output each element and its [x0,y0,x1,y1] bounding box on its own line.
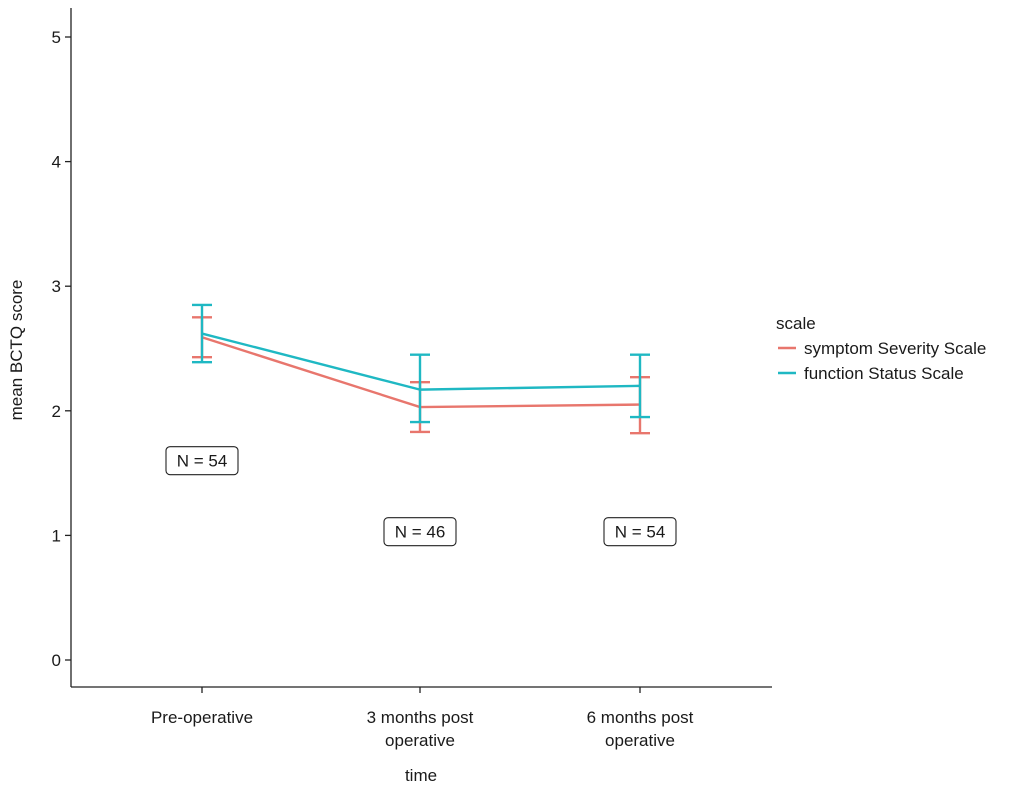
y-axis-title: mean BCTQ score [7,280,26,421]
n-annotation-box [603,517,677,547]
n-annotation-label: N = 46 [395,523,446,542]
x-tick-label: operative [385,731,455,750]
series-line [201,332,641,391]
n-annotation: N = 54 [603,517,677,547]
y-tick-label: 5 [52,28,61,47]
annotations: N = 54 N = 46 N = 54 [165,446,677,547]
x-tick-label: operative [605,731,675,750]
legend-title: scale [776,314,816,333]
n-annotation-box [383,517,457,547]
y-ticks: 0 1 2 3 4 5 [52,28,71,670]
axes [70,8,772,688]
series-function-status [192,303,650,424]
y-tick-label: 3 [52,277,61,296]
n-annotation: N = 46 [383,517,457,547]
x-axis-title: time [405,766,437,785]
y-tick-label: 2 [52,402,61,421]
legend-label: symptom Severity Scale [804,339,986,358]
n-annotation-label: N = 54 [615,523,666,542]
x-ticks: Pre-operative 3 months post operative 6 mon… [151,687,694,750]
x-tick-label: 6 months post [587,708,694,727]
n-annotation: N = 54 [165,446,239,476]
series-layer [192,303,650,435]
y-tick-label: 4 [52,153,61,172]
n-annotation-label: N = 54 [177,452,228,471]
x-tick-label: 3 months post [367,708,474,727]
x-tick-label: Pre-operative [151,708,253,727]
n-annotation-box [165,446,239,476]
y-tick-label: 0 [52,651,61,670]
y-tick-label: 1 [52,526,61,545]
legend-label: function Status Scale [804,364,964,383]
legend: scale symptom Severity Scale function Sta… [776,314,986,383]
